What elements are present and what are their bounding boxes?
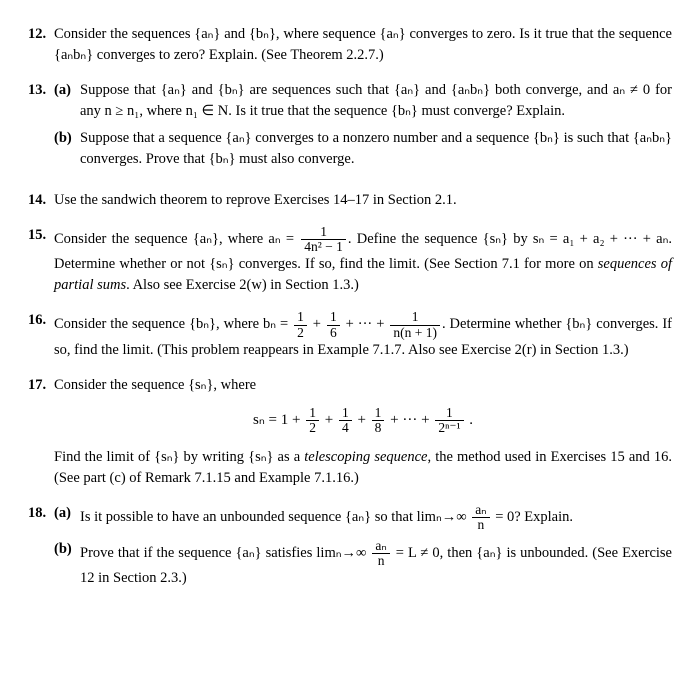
problem-body: (a) Suppose that {aₙ} and {bₙ} are seque… [54, 80, 672, 176]
denominator: n [372, 554, 389, 568]
numerator: 1 [301, 225, 346, 240]
problem-12: 12. Consider the sequences {aₙ} and {bₙ}… [28, 24, 672, 66]
intro-text: Consider the sequence {sₙ}, where [54, 375, 672, 396]
display-formula: sₙ = 1 + 12 + 14 + 18 + ··· + 12ⁿ⁻¹ . [54, 406, 672, 435]
subpart-text: Is it possible to have an unbounded sequ… [80, 503, 672, 532]
problem-number: 14. [28, 190, 54, 211]
text-segment: = 0? Explain. [492, 509, 573, 525]
numerator: 1 [327, 310, 340, 325]
problem-number: 15. [28, 225, 54, 296]
numerator: 1 [372, 406, 385, 421]
numerator: 1 [390, 310, 440, 325]
subpart-a: (a) Is it possible to have an unbounded … [54, 503, 672, 532]
numerator: 1 [294, 310, 307, 325]
problem-14: 14. Use the sandwich theorem to reprove … [28, 190, 672, 211]
numerator: 1 [306, 406, 319, 421]
subpart-b: (b) Suppose that a sequence {aₙ} converg… [54, 128, 672, 170]
numerator: 1 [339, 406, 352, 421]
formula-text: + [321, 412, 337, 428]
problem-number: 16. [28, 310, 54, 360]
problem-body: Consider the sequence {sₙ}, where sₙ = 1… [54, 375, 672, 489]
fraction: aₙn [372, 539, 389, 568]
denominator: 2 [306, 421, 319, 435]
problem-body: Consider the sequences {aₙ} and {bₙ}, wh… [54, 24, 672, 66]
formula-text: + ··· + [386, 412, 433, 428]
problem-body: (a) Is it possible to have an unbounded … [54, 503, 672, 595]
subpart-text: Suppose that {aₙ} and {bₙ} are sequences… [80, 80, 672, 122]
fraction: 12 [306, 406, 319, 435]
problem-number: 13. [28, 80, 54, 176]
text-segment: Prove that if the sequence {aₙ} satisfie… [80, 545, 370, 561]
fraction: 18 [372, 406, 385, 435]
text-segment: Is it possible to have an unbounded sequ… [80, 509, 470, 525]
denominator: 2ⁿ⁻¹ [435, 421, 463, 435]
subpart-text: Prove that if the sequence {aₙ} satisfie… [80, 539, 672, 589]
fraction: 12 [294, 310, 307, 339]
fraction: 1n(n + 1) [390, 310, 440, 339]
formula-text: + [354, 412, 370, 428]
subpart-b: (b) Prove that if the sequence {aₙ} sati… [54, 539, 672, 589]
problem-number: 18. [28, 503, 54, 595]
after-text: Find the limit of {sₙ} by writing {sₙ} a… [54, 447, 672, 489]
fraction: 12ⁿ⁻¹ [435, 406, 463, 435]
problem-17: 17. Consider the sequence {sₙ}, where sₙ… [28, 375, 672, 489]
denominator: 6 [327, 326, 340, 340]
problem-18: 18. (a) Is it possible to have an unboun… [28, 503, 672, 595]
formula-text: . [466, 412, 474, 428]
text-segment: + ··· + [342, 316, 389, 332]
problem-body: Consider the sequence {aₙ}, where aₙ = 1… [54, 225, 672, 296]
denominator: 4 [339, 421, 352, 435]
numerator: aₙ [472, 503, 489, 518]
denominator: 2 [294, 326, 307, 340]
text-segment: Consider the sequence {bₙ}, where bₙ = [54, 316, 292, 332]
text-segment: Find the limit of {sₙ} by writing {sₙ} a… [54, 449, 304, 465]
subpart-a: (a) Suppose that {aₙ} and {bₙ} are seque… [54, 80, 672, 122]
subpart-label: (a) [54, 503, 80, 532]
denominator: n(n + 1) [390, 326, 440, 340]
formula-text: sₙ = 1 + [253, 412, 304, 428]
text-segment: . Also see Exercise 2(w) in Section 1.3.… [126, 277, 359, 293]
problem-body: Use the sandwich theorem to reprove Exer… [54, 190, 672, 211]
fraction: 14n² − 1 [301, 225, 346, 254]
subpart-label: (b) [54, 539, 80, 589]
denominator: n [472, 518, 489, 532]
subpart-text: Suppose that a sequence {aₙ} converges t… [80, 128, 672, 170]
problem-number: 17. [28, 375, 54, 489]
fraction: 16 [327, 310, 340, 339]
denominator: 4n² − 1 [301, 240, 346, 254]
problem-13: 13. (a) Suppose that {aₙ} and {bₙ} are s… [28, 80, 672, 176]
fraction: 14 [339, 406, 352, 435]
problem-15: 15. Consider the sequence {aₙ}, where aₙ… [28, 225, 672, 296]
text-segment: Consider the sequence {aₙ}, where aₙ = [54, 231, 299, 247]
problem-16: 16. Consider the sequence {bₙ}, where bₙ… [28, 310, 672, 360]
problem-number: 12. [28, 24, 54, 66]
numerator: 1 [435, 406, 463, 421]
fraction: aₙn [472, 503, 489, 532]
subpart-label: (b) [54, 128, 80, 170]
subpart-label: (a) [54, 80, 80, 122]
numerator: aₙ [372, 539, 389, 554]
problem-body: Consider the sequence {bₙ}, where bₙ = 1… [54, 310, 672, 360]
text-segment: + [309, 316, 325, 332]
italic-text: telescoping sequence [304, 449, 427, 465]
denominator: 8 [372, 421, 385, 435]
